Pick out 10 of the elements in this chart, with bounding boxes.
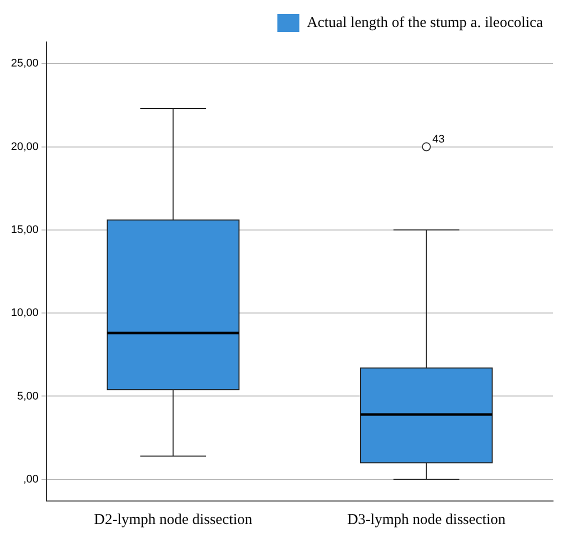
y-tick-label: 25,00 [10,58,39,70]
annotation: 43 [432,133,445,146]
y-tick-label: 15,00 [10,224,39,236]
x-tick-label: D3-lymph node dissection [347,512,506,528]
x-tick-label: D2-lymph node dissection [94,512,253,528]
legend-label: Actual length of the stump a. ileocolica [306,14,544,31]
y-tick-label: 20,00 [10,140,39,153]
y-tick-label: 10,00 [10,307,39,320]
y-tick-label: ,00 [23,473,39,486]
y-tick-label: 5,00 [17,390,39,402]
